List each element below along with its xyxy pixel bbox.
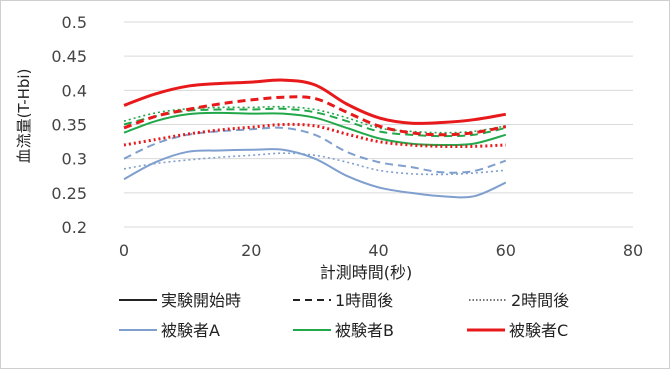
series-line xyxy=(123,78,507,125)
series-line xyxy=(123,111,507,147)
legend-label: 2時間後 xyxy=(511,291,569,310)
x-axis-title: 計測時間(秒) xyxy=(320,263,413,282)
series-line xyxy=(123,95,507,137)
series-line xyxy=(123,126,507,174)
y-tick-label: 0.5 xyxy=(62,13,87,32)
y-tick-label: 0.4 xyxy=(62,81,87,100)
x-tick-label: 0 xyxy=(119,241,129,260)
x-tick-label: 80 xyxy=(623,241,643,260)
legend-label: 被験者B xyxy=(335,321,394,340)
series-lines xyxy=(123,78,507,199)
y-tick-label: 0.45 xyxy=(51,47,87,66)
y-axis-ticks: 0.2 0.25 0.3 0.35 0.4 0.45 0.5 xyxy=(51,13,87,237)
y-tick-label: 0.35 xyxy=(51,116,87,135)
legend-label: 被験者A xyxy=(161,321,220,340)
x-tick-label: 60 xyxy=(496,241,516,260)
legend-label: 被験者C xyxy=(509,321,568,340)
y-tick-label: 0.2 xyxy=(62,218,87,237)
legend-label: 実験開始時 xyxy=(161,291,241,310)
series-line xyxy=(123,122,506,149)
legend-label: 1時間後 xyxy=(335,291,393,310)
y-axis-title: 血流量(T-Hbi) xyxy=(15,69,33,164)
y-tick-label: 0.25 xyxy=(51,184,87,203)
y-tick-label: 0.3 xyxy=(62,150,87,169)
x-tick-label: 40 xyxy=(368,241,388,260)
x-tick-label: 20 xyxy=(241,241,261,260)
series-line xyxy=(123,148,507,199)
x-axis-ticks: 0 20 40 60 80 xyxy=(119,241,643,260)
series-line xyxy=(123,152,506,176)
